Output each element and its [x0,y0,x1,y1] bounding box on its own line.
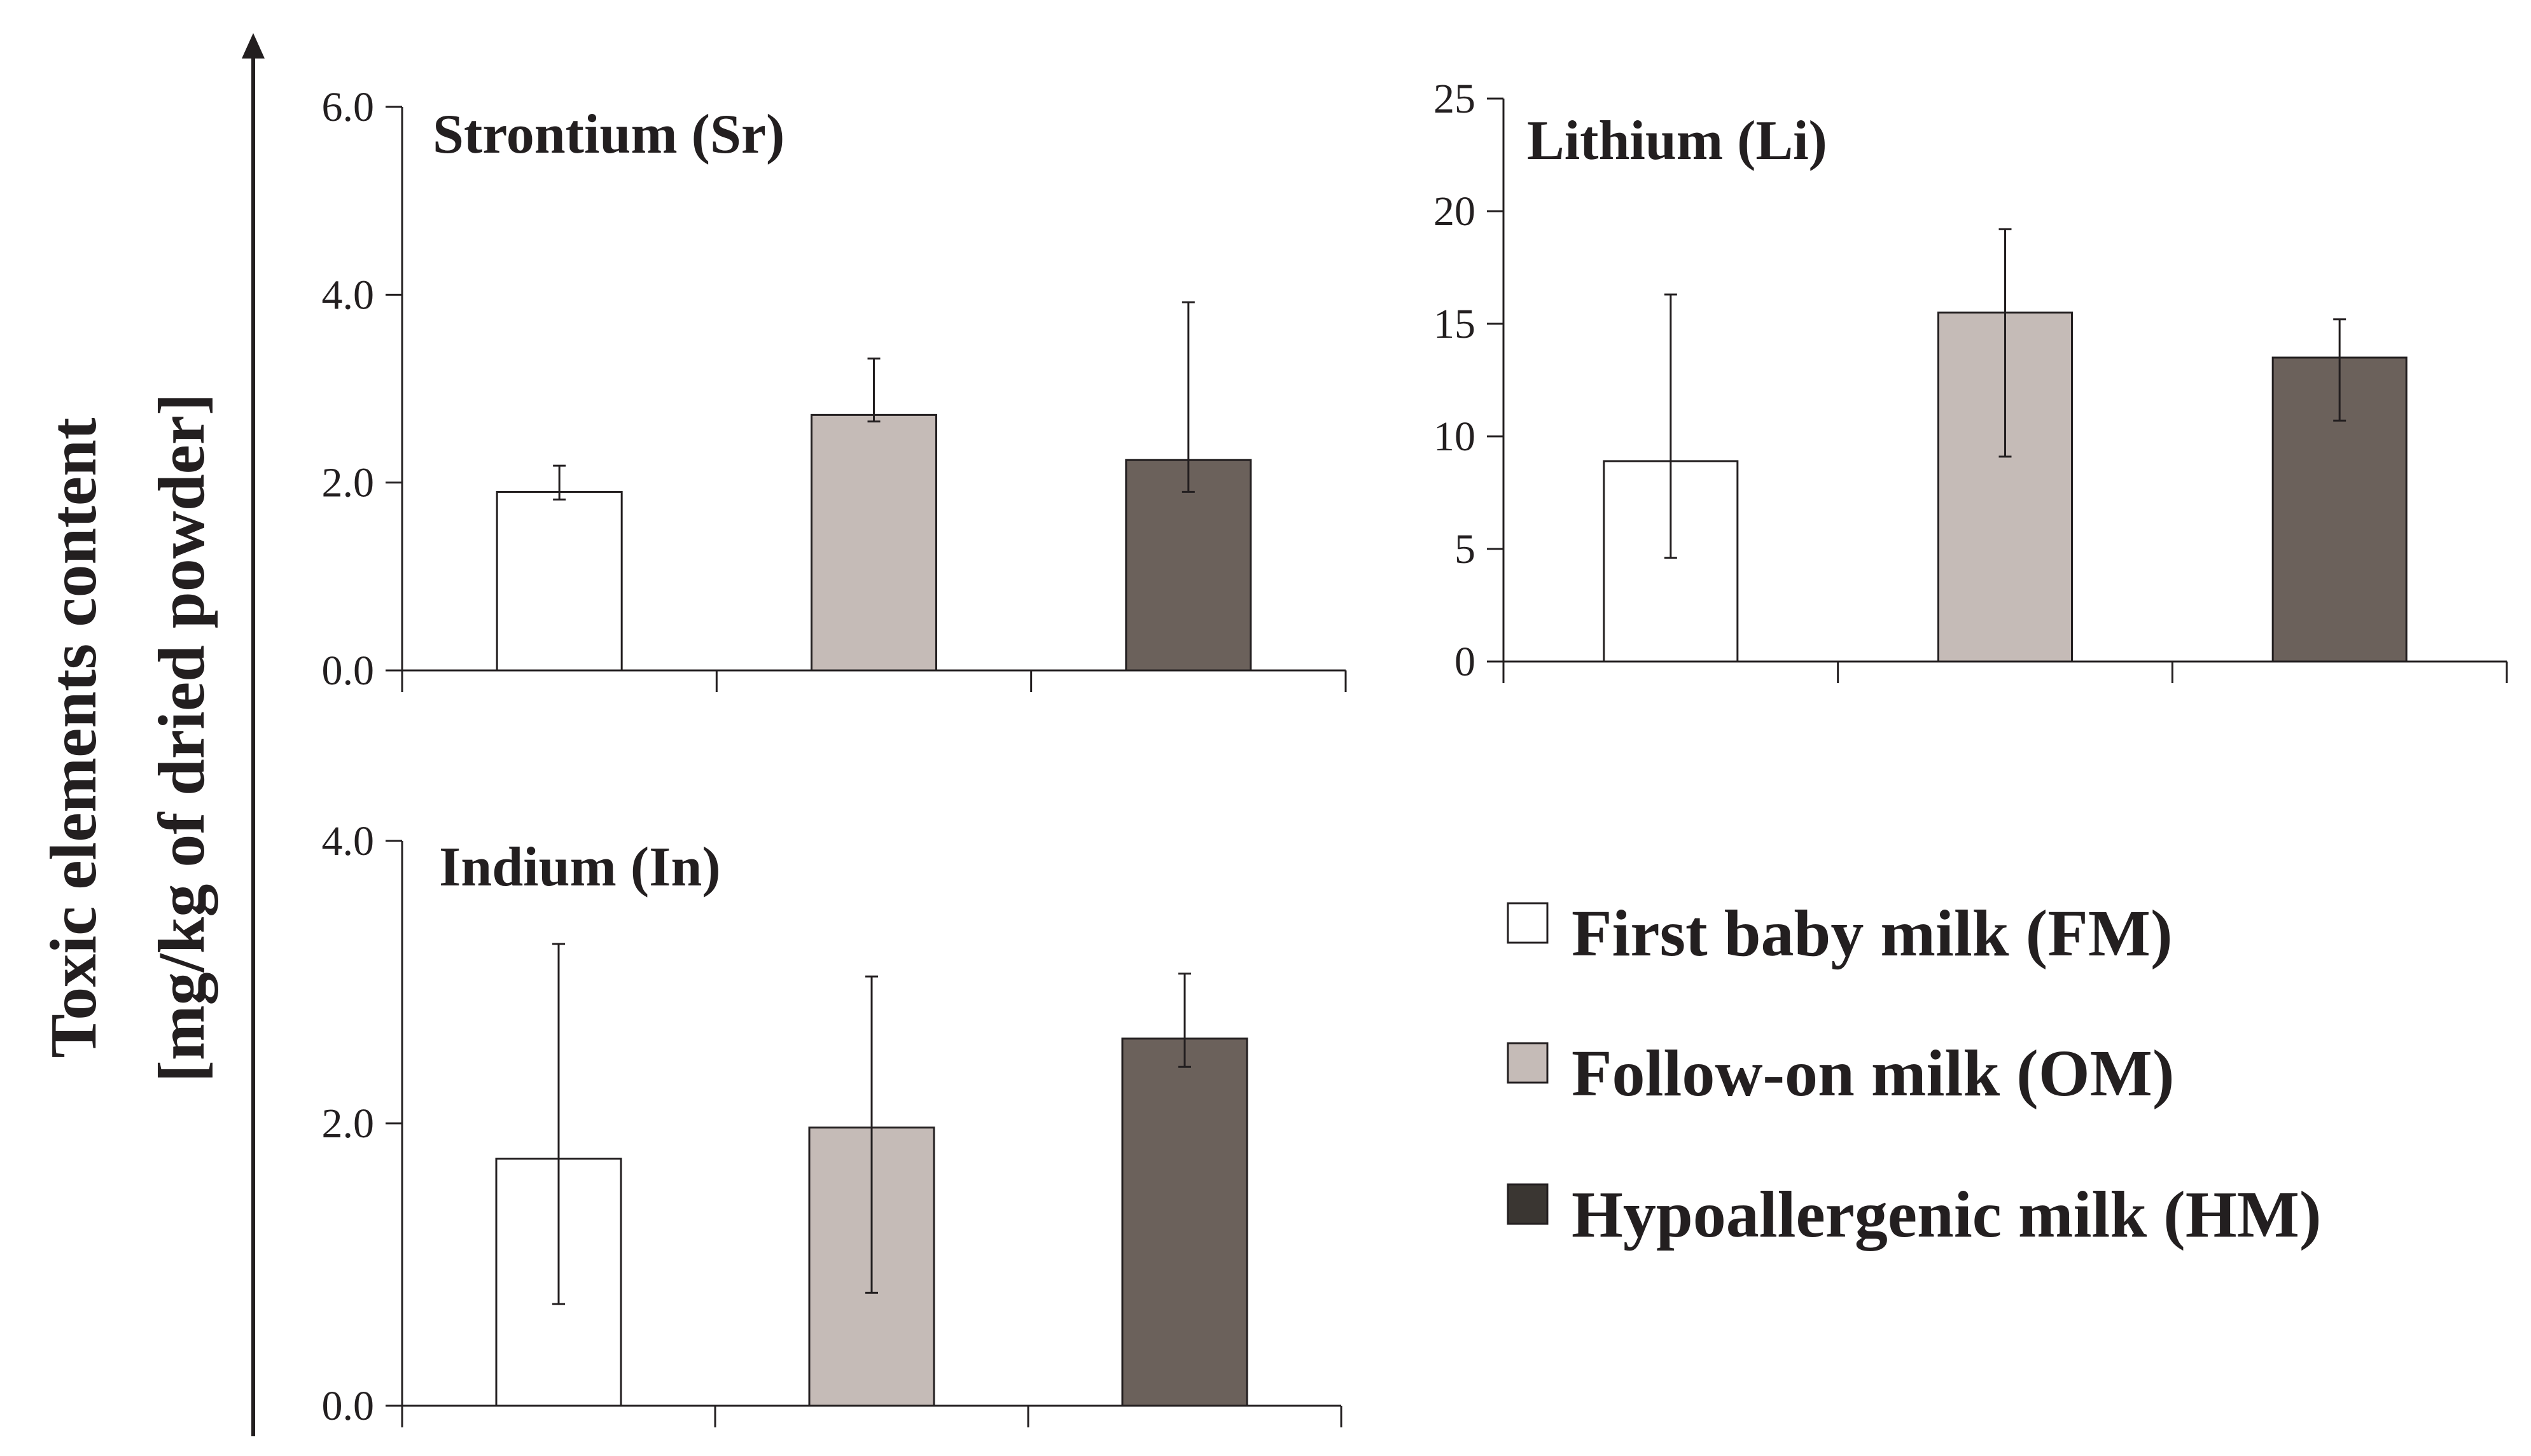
legend-swatch-om [1507,1042,1549,1084]
strontium-panel: 0.0 2.0 4.0 6.0 Strontium (Sr) [322,84,1347,694]
legend-swatch-fm [1507,902,1549,944]
lithium-y-tick-label: 25 [1433,76,1475,122]
strontium-y-tick-label: 4.0 [322,272,375,318]
lithium-y-tick-label: 0 [1454,639,1475,685]
indium-panel-title: Indium (In) [439,836,721,898]
indium-y-tick-label: 2.0 [322,1100,375,1147]
lithium-y-tick-label: 20 [1433,188,1475,235]
indium-y-tick-label: 4.0 [322,818,375,864]
indium-panel: 0.0 2.0 4.0 Indium (In) [322,818,1342,1429]
legend-swatch-hm [1507,1183,1549,1225]
strontium-y-tick-label: 6.0 [322,84,375,130]
strontium-bar-fm [496,490,623,672]
lithium-panel-title: Lithium (Li) [1527,110,1827,172]
strontium-bar-om [811,413,937,672]
lithium-panel: 0 5 10 15 20 25 Lithium (Li) [1433,76,2508,685]
strontium-y-tick-label: 2.0 [322,460,375,506]
strontium-bar-hm [1125,459,1252,672]
strontium-panel-title: Strontium (Sr) [433,104,784,165]
y-axis-label-line1: Toxic elements content [37,417,110,1058]
lithium-y-tick-label: 10 [1433,413,1475,460]
indium-bar-hm [1121,1037,1248,1407]
arrow-head-icon [242,33,265,59]
y-axis-label-line2: [mg/kg of dried powder] [145,393,218,1082]
legend-label-fm: First baby milk (FM) [1572,897,2173,970]
indium-y-tick-label: 0.0 [322,1383,375,1429]
lithium-y-tick-label: 5 [1454,526,1475,572]
legend-label-om: Follow-on milk (OM) [1572,1037,2174,1110]
strontium-y-tick-label: 0.0 [322,648,375,694]
legend-label-hm: Hypoallergenic milk (HM) [1572,1178,2321,1251]
lithium-y-tick-label: 15 [1433,301,1475,347]
legend: First baby milk (FM) Follow-on milk (OM)… [1507,897,2321,1251]
